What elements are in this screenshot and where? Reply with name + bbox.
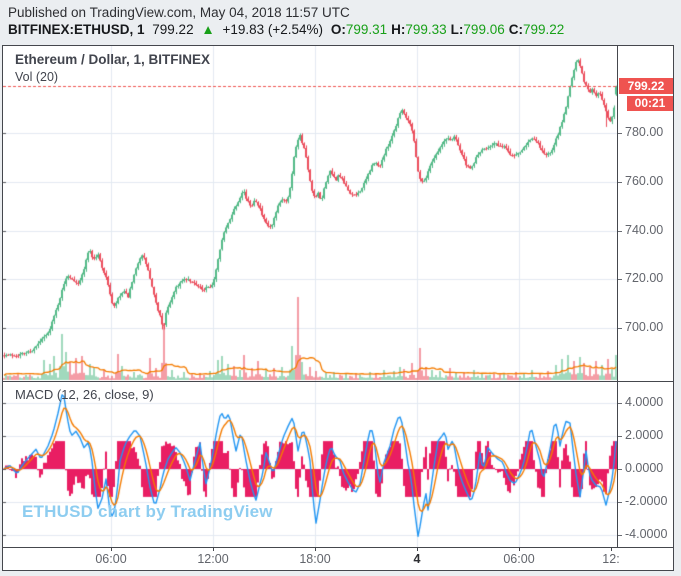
time-tick-label: 12: xyxy=(602,552,620,566)
price-tick-label: 740.00 xyxy=(625,223,664,237)
time-tick-mark xyxy=(315,548,316,551)
last-price: 799.22 xyxy=(152,22,194,37)
time-tick-label: 12:00 xyxy=(197,552,229,566)
time-tick-mark xyxy=(611,548,612,551)
price-tick-mark xyxy=(618,279,622,280)
price-axis-separator xyxy=(617,46,618,570)
time-tick-mark xyxy=(111,548,112,551)
time-tick-label: 18:00 xyxy=(299,552,331,566)
symbol-label[interactable]: BITFINEX:ETHUSD, 1 xyxy=(8,22,145,37)
time-tick-mark xyxy=(213,548,214,551)
macd-tick-label: -4.0000 xyxy=(625,527,668,541)
chart-frame: 780.00 760.00 740.00 720.00 700.00 4.0000 2.0… xyxy=(2,45,674,571)
price-tick-label: 700.00 xyxy=(625,320,664,334)
macd-axis[interactable]: 4.0000 2.0000 0.0000 -2.0000 -4.0000 xyxy=(618,382,673,547)
macd-tick-mark xyxy=(618,535,622,536)
price-panel-legend: Ethereum / Dollar, 1, BITFINEX Vol (20) xyxy=(15,52,210,84)
price-tick-mark xyxy=(618,328,622,329)
bar-countdown-badge: 00:21 xyxy=(627,96,673,111)
ohlc-value: 799.33 xyxy=(405,22,447,37)
ohlc-label: H: xyxy=(391,22,406,37)
price-tick-label: 780.00 xyxy=(625,125,664,139)
price-tick-label: 760.00 xyxy=(625,174,664,188)
price-tick-mark xyxy=(618,133,622,134)
price-tick-label: 720.00 xyxy=(625,271,664,285)
price-tick-mark xyxy=(618,231,622,232)
time-tick-label: 06:00 xyxy=(95,552,127,566)
macd-tick-label: 2.0000 xyxy=(625,428,664,442)
price-chart-canvas[interactable] xyxy=(3,46,617,381)
symbol-legend-title[interactable]: Ethereum / Dollar, 1, BITFINEX xyxy=(15,52,211,67)
tradingview-watermark-link[interactable]: ETHUSD chart by TradingView xyxy=(22,502,273,521)
price-change: +19.83 (+2.54%) xyxy=(222,22,324,37)
ohlc-label: L: xyxy=(450,22,464,37)
price-tick-mark xyxy=(618,182,622,183)
symbol-status-line: BITFINEX:ETHUSD, 1 799.22 ▲ +19.83 (+2.5… xyxy=(8,22,568,37)
ohlc-value: 799.22 xyxy=(522,22,565,37)
macd-chart-canvas[interactable] xyxy=(3,382,617,547)
macd-tick-mark xyxy=(618,403,622,404)
macd-tick-label: 4.0000 xyxy=(625,395,664,409)
panel-separator[interactable] xyxy=(3,381,673,382)
time-tick-label: 4 xyxy=(413,552,421,566)
ohlc-label: O: xyxy=(330,22,346,37)
time-axis[interactable]: 06:00 12:00 18:00 4 06:00 12: xyxy=(3,548,673,570)
time-tick-mark xyxy=(519,548,520,551)
ohlc-values: O:799.31 H:799.33 L:799.06 C:799.22 xyxy=(331,22,568,37)
up-arrow-icon: ▲ xyxy=(201,22,215,37)
published-line: Published on TradingView.com, May 04, 20… xyxy=(8,5,350,20)
ohlc-value: 799.06 xyxy=(463,22,505,37)
ohlc-value: 799.31 xyxy=(345,22,388,37)
time-tick-label: 06:00 xyxy=(503,552,535,566)
macd-tick-mark xyxy=(618,502,622,503)
macd-tick-mark xyxy=(618,469,622,470)
last-price-badge: 799.22 xyxy=(619,78,673,94)
macd-tick-mark xyxy=(618,436,622,437)
time-tick-mark xyxy=(417,548,418,551)
volume-indicator-label[interactable]: Vol (20) xyxy=(15,70,59,84)
ohlc-label: C: xyxy=(508,22,523,37)
macd-indicator-label[interactable]: MACD (12, 26, close, 9) xyxy=(15,387,154,402)
time-axis-separator xyxy=(3,547,673,548)
macd-tick-label: 0.0000 xyxy=(625,461,664,475)
macd-tick-label: -2.0000 xyxy=(625,494,668,508)
